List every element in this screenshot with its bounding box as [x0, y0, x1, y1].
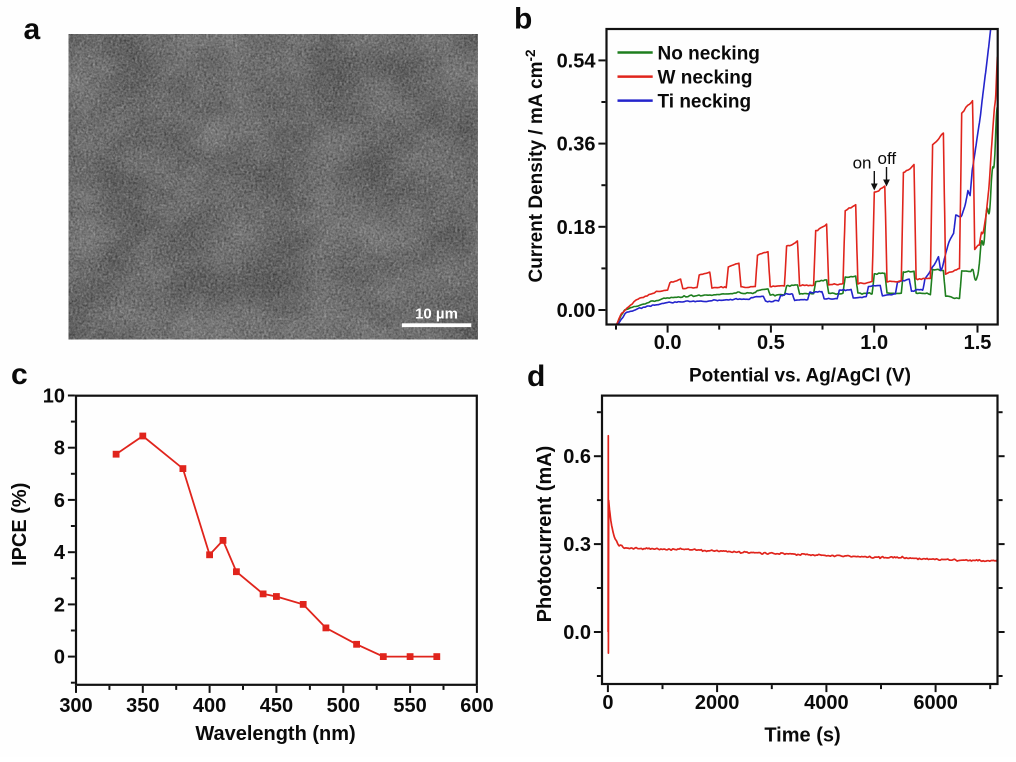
- svg-text:8: 8: [54, 438, 65, 460]
- svg-text:0.54: 0.54: [557, 50, 597, 72]
- svg-text:W necking: W necking: [658, 68, 753, 89]
- svg-text:Photocurrent (mA): Photocurrent (mA): [534, 446, 556, 623]
- svg-text:Wavelength (nm): Wavelength (nm): [195, 723, 355, 745]
- svg-text:0: 0: [602, 692, 613, 714]
- svg-text:1.0: 1.0: [860, 332, 888, 354]
- svg-text:450: 450: [260, 695, 293, 717]
- svg-text:on: on: [853, 154, 872, 173]
- svg-text:a: a: [24, 13, 41, 46]
- svg-text:2: 2: [54, 594, 65, 616]
- svg-text:0.0: 0.0: [563, 622, 591, 644]
- svg-text:Ti necking: Ti necking: [658, 92, 752, 113]
- svg-text:Time (s): Time (s): [764, 725, 840, 747]
- svg-text:c: c: [11, 358, 28, 391]
- svg-text:0.0: 0.0: [654, 332, 682, 354]
- svg-text:0.00: 0.00: [557, 300, 596, 322]
- svg-text:0.18: 0.18: [557, 217, 596, 239]
- svg-text:Current Density / mA cm-2: Current Density / mA cm-2: [523, 49, 547, 282]
- svg-text:10: 10: [43, 386, 65, 408]
- svg-text:10 µm: 10 µm: [415, 306, 458, 323]
- svg-text:300: 300: [59, 695, 92, 717]
- svg-text:6: 6: [54, 490, 65, 512]
- svg-text:0.36: 0.36: [557, 134, 596, 156]
- svg-text:4000: 4000: [804, 692, 849, 714]
- svg-text:0: 0: [54, 647, 65, 669]
- svg-text:2000: 2000: [695, 692, 740, 714]
- svg-text:d: d: [527, 360, 545, 393]
- svg-text:0.3: 0.3: [563, 534, 591, 556]
- svg-text:Potential vs. Ag/AgCl (V): Potential vs. Ag/AgCl (V): [689, 366, 911, 387]
- svg-text:350: 350: [126, 695, 159, 717]
- svg-text:off: off: [878, 149, 897, 168]
- svg-text:600: 600: [460, 695, 493, 717]
- svg-text:No necking: No necking: [658, 44, 760, 65]
- svg-text:b: b: [514, 3, 532, 36]
- svg-text:550: 550: [393, 695, 426, 717]
- svg-text:4: 4: [54, 542, 66, 564]
- svg-text:400: 400: [193, 695, 226, 717]
- svg-text:500: 500: [327, 695, 360, 717]
- svg-text:IPCE (%): IPCE (%): [9, 483, 31, 566]
- svg-text:0.6: 0.6: [563, 446, 591, 468]
- svg-text:6000: 6000: [913, 692, 958, 714]
- svg-text:1.5: 1.5: [964, 332, 992, 354]
- svg-text:0.5: 0.5: [757, 332, 785, 354]
